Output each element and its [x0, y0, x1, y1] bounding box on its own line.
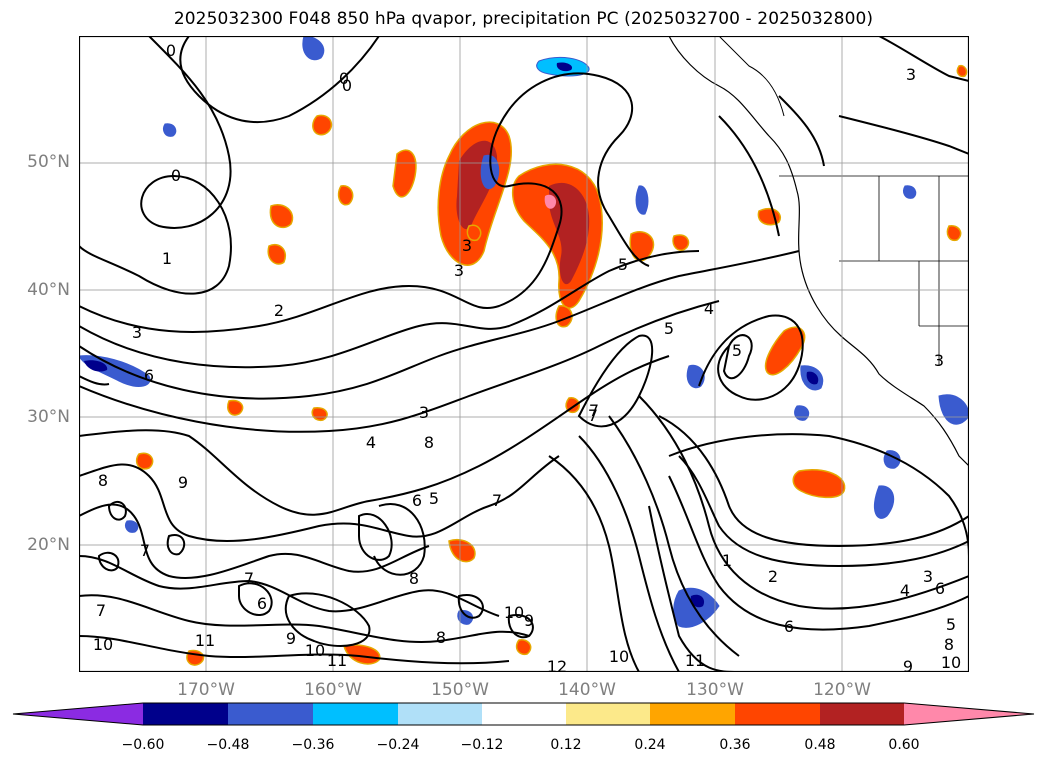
- contour-label: 7: [589, 401, 599, 420]
- colorbar-bin: [228, 703, 313, 725]
- lon-label-120w: 120°W: [813, 680, 871, 700]
- colorbar-tick: 0.12: [550, 737, 582, 753]
- lat-label-30n: 30°N: [27, 407, 70, 427]
- contour-label: 2: [274, 301, 284, 320]
- contour-label: 1: [162, 249, 172, 268]
- colorbar-tick: −0.12: [460, 737, 504, 753]
- colorbar-bin: [650, 703, 735, 725]
- contour-label: 8: [944, 635, 954, 654]
- contour-label: 3: [462, 236, 472, 255]
- colorbar-bin: [398, 703, 482, 725]
- contour-label: 9: [524, 611, 534, 630]
- colorbar-tick: 0.48: [804, 737, 836, 753]
- colorbar-bin: [820, 703, 904, 725]
- lon-label-140w: 140°W: [558, 680, 616, 700]
- contour-label: 10: [93, 635, 113, 654]
- contour-label: 5: [664, 319, 674, 338]
- contour-label: 11: [685, 651, 705, 670]
- contour-label: 0: [171, 166, 181, 185]
- contour-label: 12: [547, 657, 567, 672]
- colorbar-bin: [735, 703, 820, 725]
- contour-label: 9: [903, 657, 913, 672]
- contour-label: 10: [941, 653, 961, 672]
- contour-label: 4: [900, 581, 910, 600]
- contour-label: 7: [492, 491, 502, 510]
- contour-label: 7: [140, 541, 150, 560]
- contour-label: 3: [906, 65, 916, 84]
- contour-label: 3: [454, 261, 464, 280]
- lon-label-150w: 150°W: [431, 680, 489, 700]
- colorbar-tick: 0.60: [888, 737, 920, 753]
- lat-label-40n: 40°N: [27, 280, 70, 300]
- contour-label: 2: [768, 567, 778, 586]
- contour-label: 8: [409, 569, 419, 588]
- contour-label: 5: [618, 255, 628, 274]
- colorbar-tick: 0.36: [719, 737, 751, 753]
- contour-label: 9: [286, 629, 296, 648]
- colorbar-tick: −0.60: [121, 737, 165, 753]
- contour-label: 10: [305, 641, 325, 660]
- contour-label: 4: [366, 433, 376, 452]
- colorbar-bin: [143, 703, 228, 725]
- colorbar-tick: −0.36: [291, 737, 335, 753]
- coastline: [668, 36, 969, 467]
- lat-label-50n: 50°N: [27, 152, 70, 172]
- lat-label-20n: 20°N: [27, 535, 70, 555]
- contour-label: 3: [923, 567, 933, 586]
- contour-label: 11: [327, 651, 347, 670]
- colorbar-tick: 0.24: [634, 737, 666, 753]
- contour-label: 4: [704, 299, 714, 318]
- colorbar-bin: [313, 703, 398, 725]
- contour-label: 6: [412, 491, 422, 510]
- contour-label: 5: [732, 341, 742, 360]
- contour-label: 5: [946, 615, 956, 634]
- contour-label: 0: [339, 69, 349, 88]
- contour-label: 6: [144, 366, 154, 385]
- contour-label: 5: [429, 489, 439, 508]
- colorbar-tick: −0.24: [376, 737, 420, 753]
- contour-label: 10: [609, 647, 629, 666]
- lon-label-170w: 170°W: [177, 680, 235, 700]
- contour-label: 8: [436, 628, 446, 647]
- lon-label-160w: 160°W: [304, 680, 362, 700]
- contour-label: 8: [424, 433, 434, 452]
- contour-label: 10: [504, 603, 524, 622]
- lon-label-130w: 130°W: [686, 680, 744, 700]
- contour-label: 0: [166, 41, 176, 60]
- colorbar-extend-min: [13, 703, 143, 725]
- contour-labels: 0 0 0 1 2 3 3 3 3 3 3 4 4 5 5 5 5 6 6 6 …: [93, 41, 961, 672]
- colorbar-tick: −0.48: [206, 737, 250, 753]
- contour-label: 7: [588, 406, 598, 425]
- contour-label: 11: [195, 631, 215, 650]
- colorbar-bin: [482, 703, 566, 725]
- contour-label: 6: [257, 594, 267, 613]
- contour-label: 1: [722, 551, 732, 570]
- colorbar-extend-max: [904, 703, 1034, 725]
- border-lines: [779, 175, 969, 366]
- contour-label: 3: [934, 351, 944, 370]
- contour-label: 9: [178, 473, 188, 492]
- contour-label: 7: [244, 569, 254, 588]
- figure-title: 2025032300 F048 850 hPa qvapor, precipit…: [173, 9, 874, 29]
- contour-label: 7: [96, 601, 106, 620]
- contour-label: 8: [98, 471, 108, 490]
- colorbar-bin: [566, 703, 650, 725]
- map-panel: 0 0 0 1 2 3 3 3 3 3 3 4 4 5 5 5 5 6 6 6 …: [79, 36, 969, 672]
- contour-label: 6: [784, 617, 794, 636]
- contour-label: 0: [342, 76, 352, 95]
- contour-label: 3: [132, 323, 142, 342]
- contour-label: 6: [935, 579, 945, 598]
- contour-label: 3: [419, 403, 429, 422]
- qvapor-contours: [79, 36, 969, 672]
- colorbar: [12, 702, 1035, 726]
